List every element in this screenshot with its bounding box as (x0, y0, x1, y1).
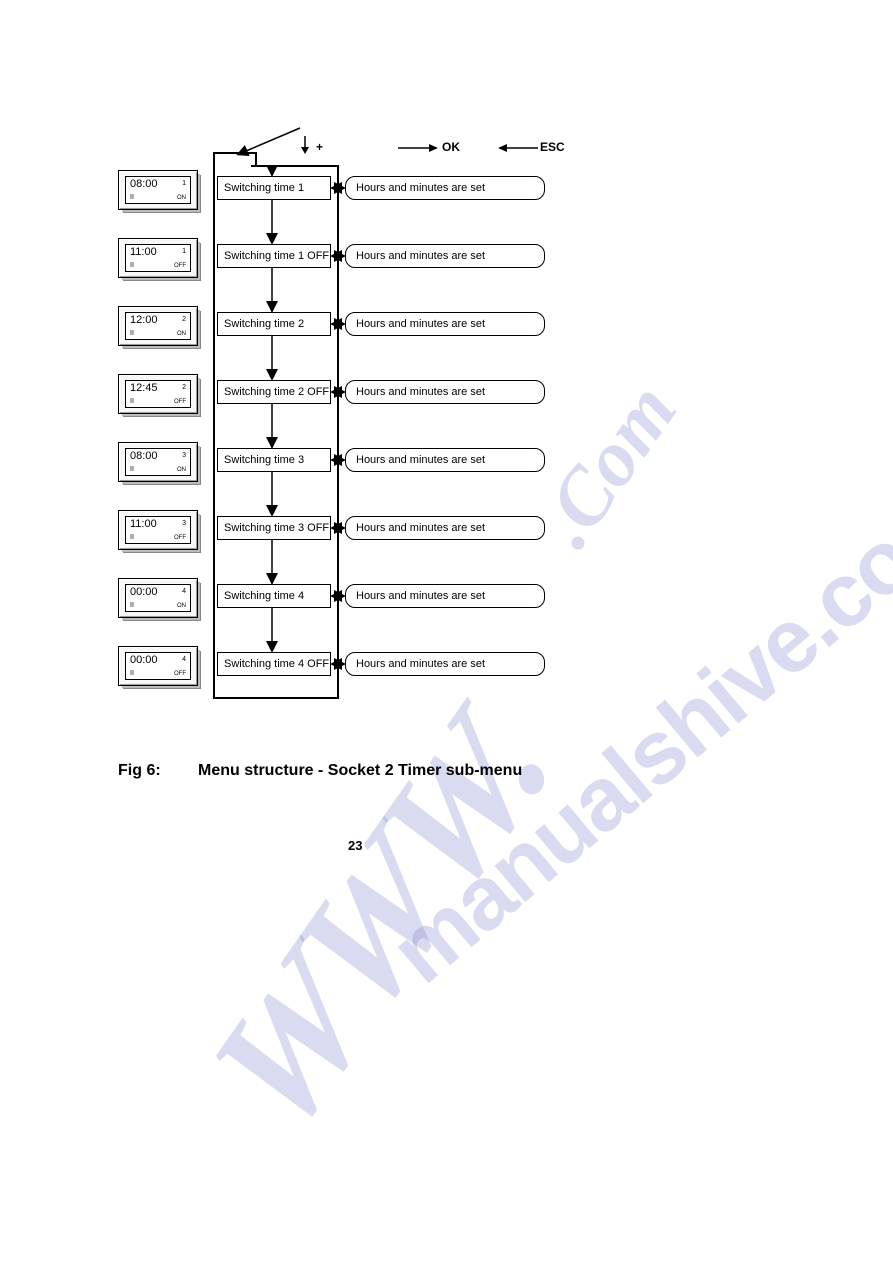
display-time: 11:00 (130, 246, 157, 258)
page-number: 23 (348, 838, 362, 853)
display-time: 08:00 (130, 450, 158, 462)
display-index: 4 (182, 656, 186, 663)
page: WWW. manualshive.com .Com + OK ESC 08:00… (0, 0, 893, 1263)
display-inner: 08:00 1 II ON (125, 176, 191, 204)
display-index: 3 (182, 452, 186, 459)
display-socket-indicator: II (130, 398, 134, 405)
display-state: OFF (174, 263, 186, 269)
display-state: OFF (174, 671, 186, 677)
display-time: 08:00 (130, 178, 158, 190)
display-box: 12:00 2 II ON (118, 306, 198, 346)
result-box: Hours and minutes are set (345, 244, 545, 268)
display-inner: 00:00 4 II OFF (125, 652, 191, 680)
display-index: 1 (182, 248, 186, 255)
legend-arrow-down-icon (298, 136, 312, 157)
display-inner: 00:00 4 II ON (125, 584, 191, 612)
watermark-3: .Com (520, 367, 695, 563)
result-box: Hours and minutes are set (345, 380, 545, 404)
result-box: Hours and minutes are set (345, 516, 545, 540)
display-box: 00:00 4 II ON (118, 578, 198, 618)
display-socket-indicator: II (130, 466, 134, 473)
result-box: Hours and minutes are set (345, 448, 545, 472)
result-box: Hours and minutes are set (345, 176, 545, 200)
display-box: 08:00 1 II ON (118, 170, 198, 210)
legend-arrow-left-icon (498, 142, 538, 157)
menu-item: Switching time 4 OFF (217, 652, 331, 676)
display-time: 12:45 (130, 382, 158, 394)
display-time: 00:00 (130, 586, 158, 598)
menu-item: Switching time 1 (217, 176, 331, 200)
watermark-1: WWW. (178, 659, 581, 1175)
menu-item: Switching time 3 (217, 448, 331, 472)
legend-plus-label: + (316, 140, 323, 154)
figure-caption-text: Menu structure - Socket 2 Timer sub-menu (198, 762, 522, 780)
legend: + OK ESC (280, 140, 700, 160)
display-time: 11:00 (130, 518, 157, 530)
legend-arrow-right-icon (398, 142, 438, 157)
display-box: 08:00 3 II ON (118, 442, 198, 482)
display-index: 3 (182, 520, 186, 527)
legend-esc-label: ESC (540, 140, 565, 154)
display-socket-indicator: II (130, 602, 134, 609)
result-box: Hours and minutes are set (345, 312, 545, 336)
display-box: 11:00 3 II OFF (118, 510, 198, 550)
display-state: OFF (174, 399, 186, 405)
display-socket-indicator: II (130, 262, 134, 269)
display-box: 12:45 2 II OFF (118, 374, 198, 414)
display-socket-indicator: II (130, 330, 134, 337)
menu-item: Switching time 3 OFF (217, 516, 331, 540)
display-state: OFF (174, 535, 186, 541)
menu-item: Switching time 2 (217, 312, 331, 336)
menu-item: Switching time 2 OFF (217, 380, 331, 404)
display-socket-indicator: II (130, 670, 134, 677)
display-state: ON (177, 331, 186, 337)
display-box: 00:00 4 II OFF (118, 646, 198, 686)
display-state: ON (177, 603, 186, 609)
display-inner: 12:00 2 II ON (125, 312, 191, 340)
display-time: 00:00 (130, 654, 158, 666)
legend-ok-label: OK (442, 140, 460, 154)
display-index: 2 (182, 316, 186, 323)
result-box: Hours and minutes are set (345, 584, 545, 608)
display-index: 2 (182, 384, 186, 391)
display-time: 12:00 (130, 314, 158, 326)
result-box: Hours and minutes are set (345, 652, 545, 676)
display-index: 4 (182, 588, 186, 595)
display-inner: 12:45 2 II OFF (125, 380, 191, 408)
display-socket-indicator: II (130, 534, 134, 541)
display-socket-indicator: II (130, 194, 134, 201)
figure-caption-label: Fig 6: (118, 762, 161, 780)
menu-column-notch (215, 164, 251, 167)
display-inner: 11:00 3 II OFF (125, 516, 191, 544)
display-state: ON (177, 467, 186, 473)
watermark-2: manualshive.com (372, 459, 893, 1004)
menu-item: Switching time 1 OFF (217, 244, 331, 268)
menu-item: Switching time 4 (217, 584, 331, 608)
display-box: 11:00 1 II OFF (118, 238, 198, 278)
display-inner: 11:00 1 II OFF (125, 244, 191, 272)
display-state: ON (177, 195, 186, 201)
display-inner: 08:00 3 II ON (125, 448, 191, 476)
display-index: 1 (182, 180, 186, 187)
